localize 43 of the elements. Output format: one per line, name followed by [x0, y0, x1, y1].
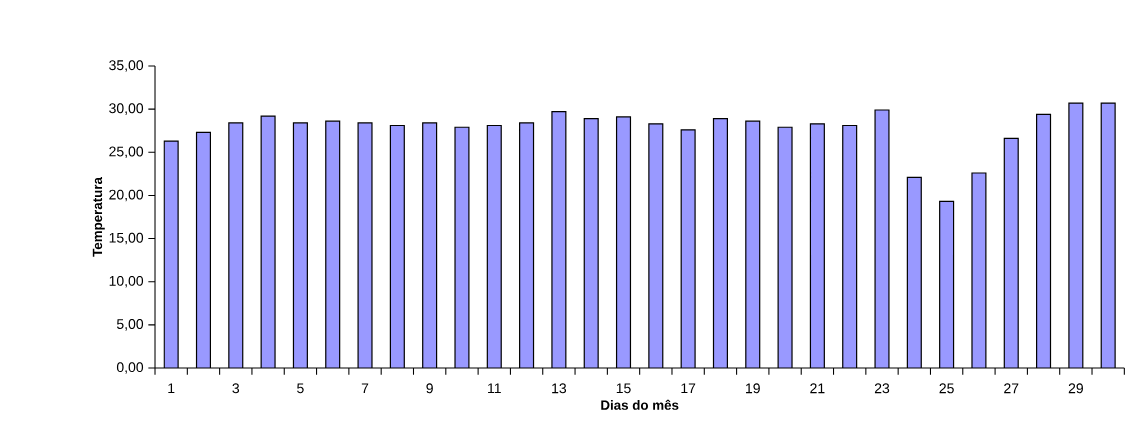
bar — [713, 118, 728, 368]
bar — [325, 121, 340, 368]
bar — [907, 177, 922, 368]
bar — [390, 125, 405, 368]
y-tick-label: 25,00 — [109, 146, 144, 159]
x-tick-label: 27 — [1004, 383, 1019, 394]
x-tick-label: 19 — [746, 383, 760, 394]
bar — [1036, 114, 1051, 368]
bar — [616, 116, 631, 368]
bar — [810, 123, 825, 368]
x-tick-label: 15 — [616, 383, 631, 394]
x-tick-label: 21 — [810, 383, 825, 394]
y-tick-label: 30,00 — [109, 103, 144, 115]
bar — [293, 122, 308, 368]
bar — [519, 122, 534, 368]
x-tick-label: 3 — [232, 383, 240, 394]
y-tick-label: 5,00 — [116, 319, 144, 331]
y-tick-label: 10,00 — [109, 275, 144, 288]
y-axis-title: Temperatura — [92, 177, 105, 257]
x-tick-label: 17 — [681, 383, 696, 393]
bar — [584, 118, 599, 368]
x-tick-label: 29 — [1068, 383, 1083, 394]
bar — [196, 132, 211, 368]
x-tick-label: 11 — [488, 383, 501, 393]
x-tick-label: 23 — [874, 383, 890, 394]
bar — [422, 122, 437, 368]
bar — [487, 125, 502, 368]
x-tick-label: 25 — [939, 383, 954, 394]
y-tick-label: 20,00 — [109, 189, 144, 202]
x-tick-label: 5 — [297, 383, 304, 394]
bar — [228, 122, 243, 368]
bar — [745, 121, 760, 368]
y-tick-label: 35,00 — [109, 60, 144, 72]
bar — [1004, 138, 1019, 368]
x-axis-title: Dias do mês — [601, 399, 679, 410]
x-tick-label: 13 — [552, 383, 567, 394]
x-tick-label: 1 — [168, 383, 175, 393]
bar — [939, 201, 954, 368]
x-tick-label: 7 — [361, 383, 369, 393]
y-tick-label: 15,00 — [109, 232, 144, 245]
bar — [842, 125, 857, 368]
x-tick-label: 9 — [426, 383, 433, 394]
y-tick-label: 0,00 — [116, 362, 144, 374]
